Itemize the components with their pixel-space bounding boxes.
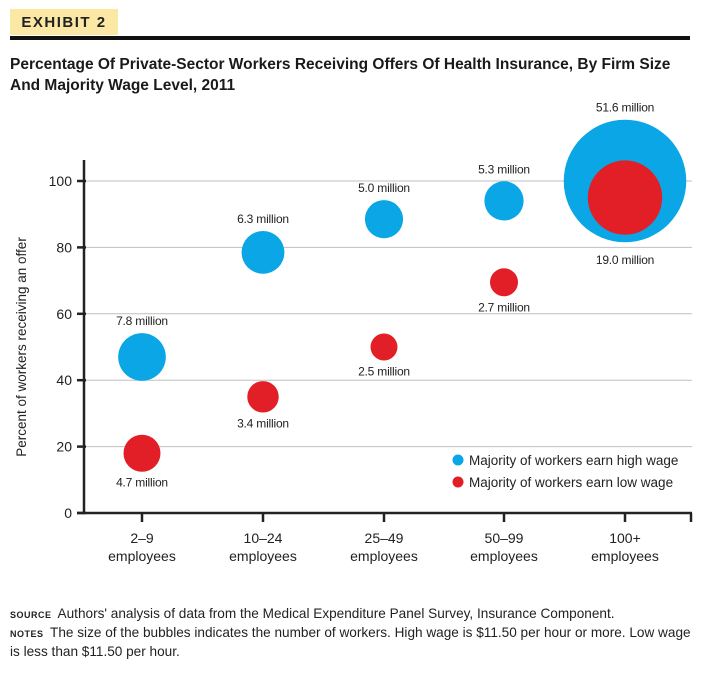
- legend-swatch-high: [452, 454, 464, 466]
- x-tick-label-sub: employees: [350, 548, 418, 564]
- low-bubble-label: 4.7 million: [116, 476, 168, 490]
- x-tick-label: 2–9: [130, 530, 154, 546]
- high-bubble-label: 5.0 million: [358, 181, 410, 195]
- x-tick-label: 50–99: [485, 530, 524, 546]
- high-wage-bubble: [484, 181, 524, 221]
- source-label: SOURCE: [10, 606, 52, 621]
- high-bubble-label: 5.3 million: [478, 162, 530, 176]
- top-rule: [10, 36, 690, 40]
- y-axis-label: Percent of workers receiving an offer: [14, 237, 29, 457]
- low-wage-bubble: [123, 434, 161, 472]
- legend-swatch-low: [452, 476, 464, 488]
- exhibit-tag: EXHIBIT 2: [10, 9, 118, 35]
- low-wage-bubble: [247, 381, 279, 413]
- y-tick-label: 80: [56, 239, 72, 255]
- high-bubble-label: 51.6 million: [596, 101, 654, 115]
- x-tick-label: 100+: [609, 530, 641, 546]
- low-bubble-label: 3.4 million: [237, 417, 289, 431]
- x-tick-label-sub: employees: [470, 548, 538, 564]
- y-tick-label: 100: [49, 173, 73, 189]
- x-tick-label-sub: employees: [108, 548, 176, 564]
- low-bubble-label: 2.7 million: [478, 300, 530, 314]
- low-wage-bubble: [370, 333, 398, 361]
- legend-label-high: Majority of workers earn high wage: [469, 453, 678, 468]
- footer: SOURCE Authors' analysis of data from th…: [10, 604, 700, 661]
- x-tick-label-sub: employees: [591, 548, 659, 564]
- high-bubble-label: 6.3 million: [237, 212, 289, 226]
- low-wage-bubble: [587, 160, 663, 235]
- chart-title: Percentage Of Private-Sector Workers Rec…: [10, 56, 671, 94]
- low-bubble-label: 19.0 million: [596, 253, 654, 267]
- notes-label: NOTES: [10, 625, 44, 640]
- high-wage-bubble: [241, 230, 285, 274]
- y-tick-label: 0: [64, 505, 72, 521]
- x-tick-label: 25–49: [365, 530, 404, 546]
- notes-note: NOTES The size of the bubbles indicates …: [10, 623, 700, 661]
- y-tick-label: 60: [56, 306, 72, 322]
- high-wage-bubble: [118, 333, 166, 381]
- exhibit-label: EXHIBIT 2: [21, 13, 107, 31]
- y-tick-label: 40: [56, 372, 72, 388]
- high-bubble-label: 7.8 million: [116, 314, 168, 328]
- source-note: SOURCE Authors' analysis of data from th…: [10, 604, 700, 623]
- notes-text: The size of the bubbles indicates the nu…: [10, 625, 691, 659]
- x-tick-label: 10–24: [244, 530, 283, 546]
- source-text: Authors' analysis of data from the Medic…: [57, 606, 615, 621]
- legend-label-low: Majority of workers earn low wage: [469, 475, 673, 490]
- low-wage-bubble: [489, 268, 519, 297]
- bubble-chart: 0 20 40 60 80 100 Percent of workers receiving…: [14, 101, 693, 564]
- low-bubble-label: 2.5 million: [358, 364, 410, 378]
- x-tick-label-sub: employees: [229, 548, 297, 564]
- high-wage-bubble: [364, 200, 404, 239]
- y-tick-label: 20: [56, 439, 72, 455]
